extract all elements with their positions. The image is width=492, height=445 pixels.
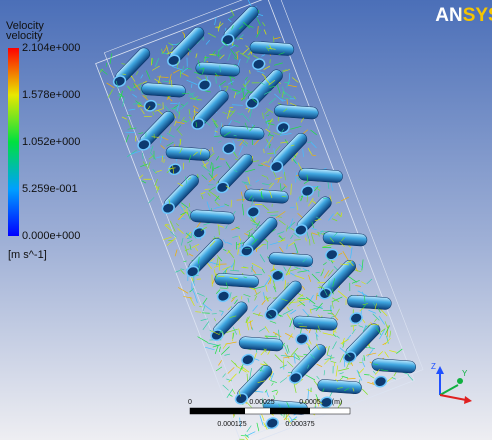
legend-label: 1.578e+000	[22, 89, 80, 101]
legend-subtitle: velocity	[6, 30, 43, 42]
color-bar	[8, 48, 19, 236]
background	[0, 0, 492, 440]
triad-y: Y	[462, 369, 468, 378]
scale-label: 0.000125	[217, 421, 246, 428]
scale-bar-segment	[190, 408, 245, 414]
scale-label: 0	[188, 399, 192, 406]
legend-label: 5.259e-001	[22, 183, 78, 195]
scale-bar-segment	[270, 408, 310, 414]
scale-label: 0.000375	[285, 421, 314, 428]
scale-label: 0.00025	[249, 399, 274, 406]
legend-label: 2.104e+000	[22, 42, 80, 54]
scale-label: (m)	[332, 399, 343, 406]
triad-z: Z	[431, 362, 436, 371]
viewport: ANSYS Velocity velocity 2.104e+0001.578e…	[0, 0, 492, 440]
legend-label: 0.000e+000	[22, 230, 80, 242]
page: ANSYS Velocity velocity 2.104e+0001.578e…	[0, 0, 492, 445]
legend-label: 1.052e+000	[22, 136, 80, 148]
scale-label: 0.0005	[299, 399, 321, 406]
scale-bar	[190, 408, 350, 414]
legend-unit: [m s^-1]	[8, 249, 47, 261]
y-arrow-head	[457, 378, 463, 384]
logo: ANSYS	[435, 5, 492, 26]
